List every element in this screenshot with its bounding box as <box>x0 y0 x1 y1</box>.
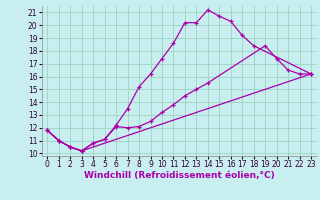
X-axis label: Windchill (Refroidissement éolien,°C): Windchill (Refroidissement éolien,°C) <box>84 171 275 180</box>
